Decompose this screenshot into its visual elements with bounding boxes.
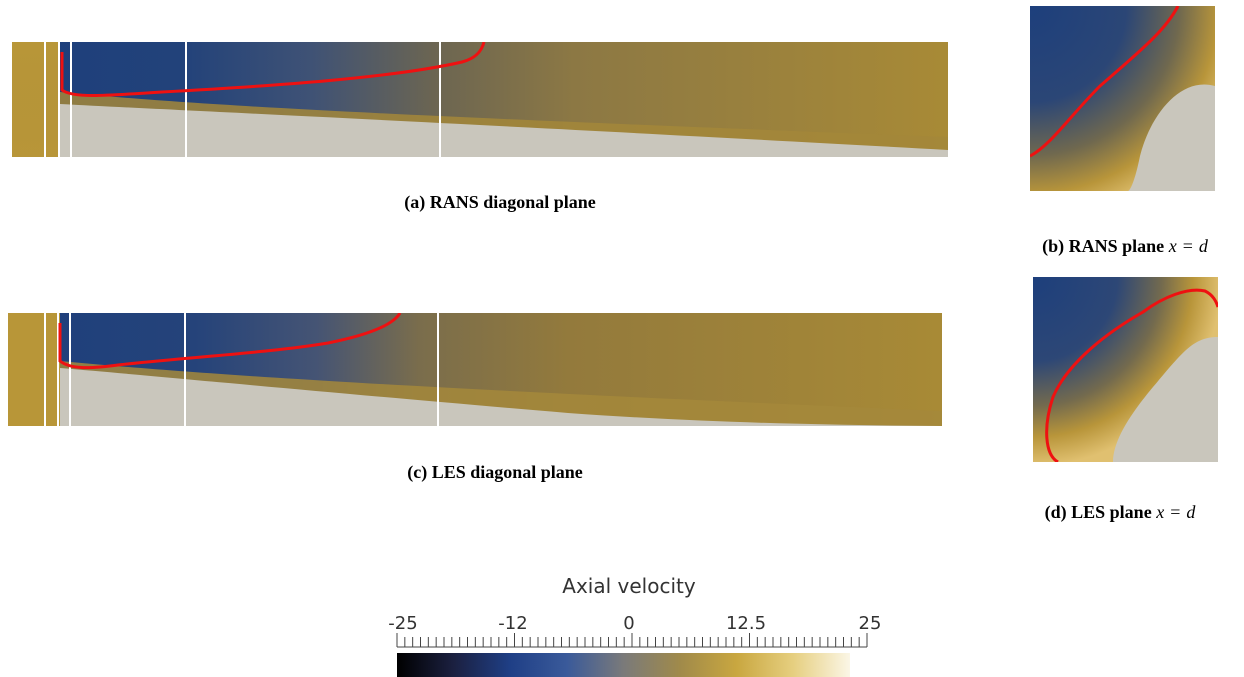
caption-math-rhs: d xyxy=(1186,502,1196,522)
colorbar-tick-label: 25 xyxy=(858,613,882,634)
caption-rans-cross-plane: (b) RANS plane x = d xyxy=(1042,236,1208,257)
caption-label: RANS diagonal plane xyxy=(429,192,596,212)
les-cross-plane-plot xyxy=(1033,277,1218,462)
caption-label: LES plane xyxy=(1071,502,1152,522)
caption-les-diagonal: (c) LES diagonal plane xyxy=(407,462,583,483)
colorbar-tick-marks xyxy=(396,633,868,648)
caption-les-cross-plane: (d) LES plane x = d xyxy=(1045,502,1196,523)
caption-rans-diagonal: (a) RANS diagonal plane xyxy=(404,192,596,213)
colorbar-title: Axial velocity xyxy=(562,574,696,598)
colorbar-tick-label: -12 xyxy=(498,613,528,634)
caption-tag: (b) xyxy=(1042,236,1065,256)
caption-math-eq: = xyxy=(1170,502,1181,522)
colorbar-tick-label: -25 xyxy=(388,613,418,634)
caption-math-eq: = xyxy=(1182,236,1193,256)
colorbar-tick-label: 0 xyxy=(623,613,635,634)
caption-math-lhs: x xyxy=(1168,236,1177,256)
rans-diagonal-plane-plot xyxy=(12,42,948,157)
caption-label: RANS plane xyxy=(1068,236,1165,256)
colorbar-tick-label: 12.5 xyxy=(725,613,767,634)
caption-tag: (d) xyxy=(1044,502,1067,522)
caption-label: LES diagonal plane xyxy=(431,462,583,482)
caption-math-rhs: d xyxy=(1198,236,1208,256)
colorbar-gradient xyxy=(397,653,850,677)
caption-math-lhs: x xyxy=(1156,502,1165,522)
rans-cross-plane-plot xyxy=(1030,6,1215,191)
caption-tag: (a) xyxy=(404,192,426,212)
les-diagonal-plane-plot xyxy=(8,313,942,426)
caption-tag: (c) xyxy=(407,462,428,482)
